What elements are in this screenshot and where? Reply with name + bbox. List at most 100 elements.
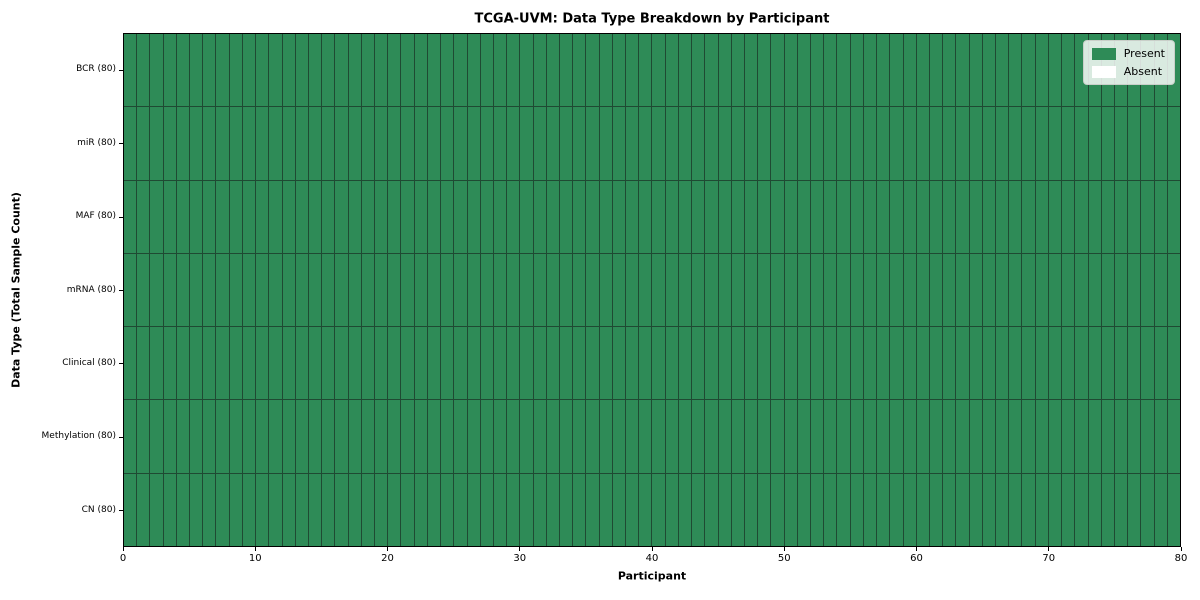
heatmap-cell [1035, 34, 1048, 107]
heatmap-cell [1141, 180, 1154, 253]
heatmap-cell [375, 107, 388, 180]
heatmap-cell [744, 473, 758, 546]
heatmap-cell [414, 400, 427, 473]
heatmap-cell [811, 107, 824, 180]
heatmap-cell [626, 34, 639, 107]
heatmap-cell [190, 180, 203, 253]
heatmap-cell [1009, 253, 1022, 327]
heatmap-cell [388, 473, 401, 546]
heatmap-cell [361, 253, 375, 327]
heatmap-cell [1062, 253, 1075, 327]
heatmap-cell [282, 327, 295, 400]
heatmap-cell [401, 34, 414, 107]
heatmap-cell [520, 327, 533, 400]
heatmap-cell [256, 253, 269, 327]
heatmap-cell [665, 180, 678, 253]
heatmap-cell [124, 107, 137, 180]
heatmap-cell [626, 400, 639, 473]
heatmap-cell [282, 107, 295, 180]
heatmap-cell [546, 107, 559, 180]
heatmap-cell [956, 473, 969, 546]
heatmap-cell [533, 253, 546, 327]
y-tick-label: miR (80) [77, 137, 116, 148]
heatmap-cell [890, 107, 903, 180]
heatmap-cell [480, 107, 493, 180]
heatmap-cell [586, 400, 599, 473]
heatmap-cell [546, 400, 559, 473]
heatmap-cell [705, 34, 718, 107]
heatmap-cell [824, 253, 837, 327]
heatmap-cell [533, 400, 546, 473]
heatmap-cell [784, 107, 797, 180]
heatmap-cell [269, 400, 282, 473]
heatmap-cell [176, 400, 190, 473]
heatmap-cell [665, 107, 678, 180]
heatmap-cell [375, 400, 388, 473]
heatmap-cell [678, 327, 692, 400]
heatmap-cell [1035, 107, 1048, 180]
heatmap-cell [203, 180, 216, 253]
heatmap-cell [361, 327, 375, 400]
heatmap-cell [375, 327, 388, 400]
heatmap-cell [1022, 107, 1035, 180]
heatmap-cell [163, 34, 176, 107]
heatmap-cell [626, 253, 639, 327]
heatmap-cell [1075, 400, 1088, 473]
heatmap-cell [242, 180, 256, 253]
heatmap-cell [507, 327, 520, 400]
heatmap-cell [586, 473, 599, 546]
heatmap-cell [758, 34, 771, 107]
heatmap-cell [996, 253, 1009, 327]
heatmap-cell [295, 473, 308, 546]
heatmap-cell [163, 180, 176, 253]
heatmap-cell [731, 327, 744, 400]
heatmap-cell [784, 34, 797, 107]
heatmap-cell [996, 180, 1009, 253]
heatmap-cell [758, 253, 771, 327]
heatmap-cell [1048, 400, 1062, 473]
heatmap-cell [758, 400, 771, 473]
heatmap-cell [837, 473, 850, 546]
y-tick-mark [119, 363, 123, 365]
x-tick-label: 80 [1174, 553, 1188, 564]
heatmap-cell [308, 327, 322, 400]
heatmap-cell [480, 34, 493, 107]
heatmap-cell [322, 327, 335, 400]
heatmap-cell [546, 253, 559, 327]
heatmap-cell [612, 180, 626, 253]
heatmap-cell [626, 180, 639, 253]
heatmap-cell [678, 180, 692, 253]
heatmap-cell [890, 327, 903, 400]
heatmap-cell [916, 253, 929, 327]
heatmap-cell [1035, 473, 1048, 546]
heatmap-cell [903, 180, 916, 253]
heatmap-cell [705, 180, 718, 253]
heatmap-cell [665, 327, 678, 400]
plot-area: Present Absent [123, 33, 1181, 547]
heatmap-cell [388, 327, 401, 400]
heatmap-cell [507, 253, 520, 327]
heatmap-cell [229, 473, 242, 546]
heatmap-cell [1101, 253, 1114, 327]
heatmap-cell [1114, 253, 1128, 327]
heatmap-cell [956, 180, 969, 253]
heatmap-cell [718, 107, 731, 180]
heatmap-cell [626, 473, 639, 546]
heatmap-cell [771, 473, 784, 546]
heatmap-cell [996, 400, 1009, 473]
heatmap-cell [229, 327, 242, 400]
heatmap-cell [996, 107, 1009, 180]
heatmap-cell [903, 34, 916, 107]
heatmap-cell [480, 253, 493, 327]
heatmap-cell [388, 107, 401, 180]
heatmap-cell [335, 34, 348, 107]
heatmap-cell [1154, 400, 1167, 473]
heatmap-cell [269, 107, 282, 180]
heatmap-cell [784, 400, 797, 473]
heatmap-cell [1114, 327, 1128, 400]
heatmap-cell [692, 400, 705, 473]
heatmap-cell [414, 107, 427, 180]
heatmap-cell [546, 180, 559, 253]
heatmap-cell [626, 107, 639, 180]
heatmap-cell [718, 34, 731, 107]
